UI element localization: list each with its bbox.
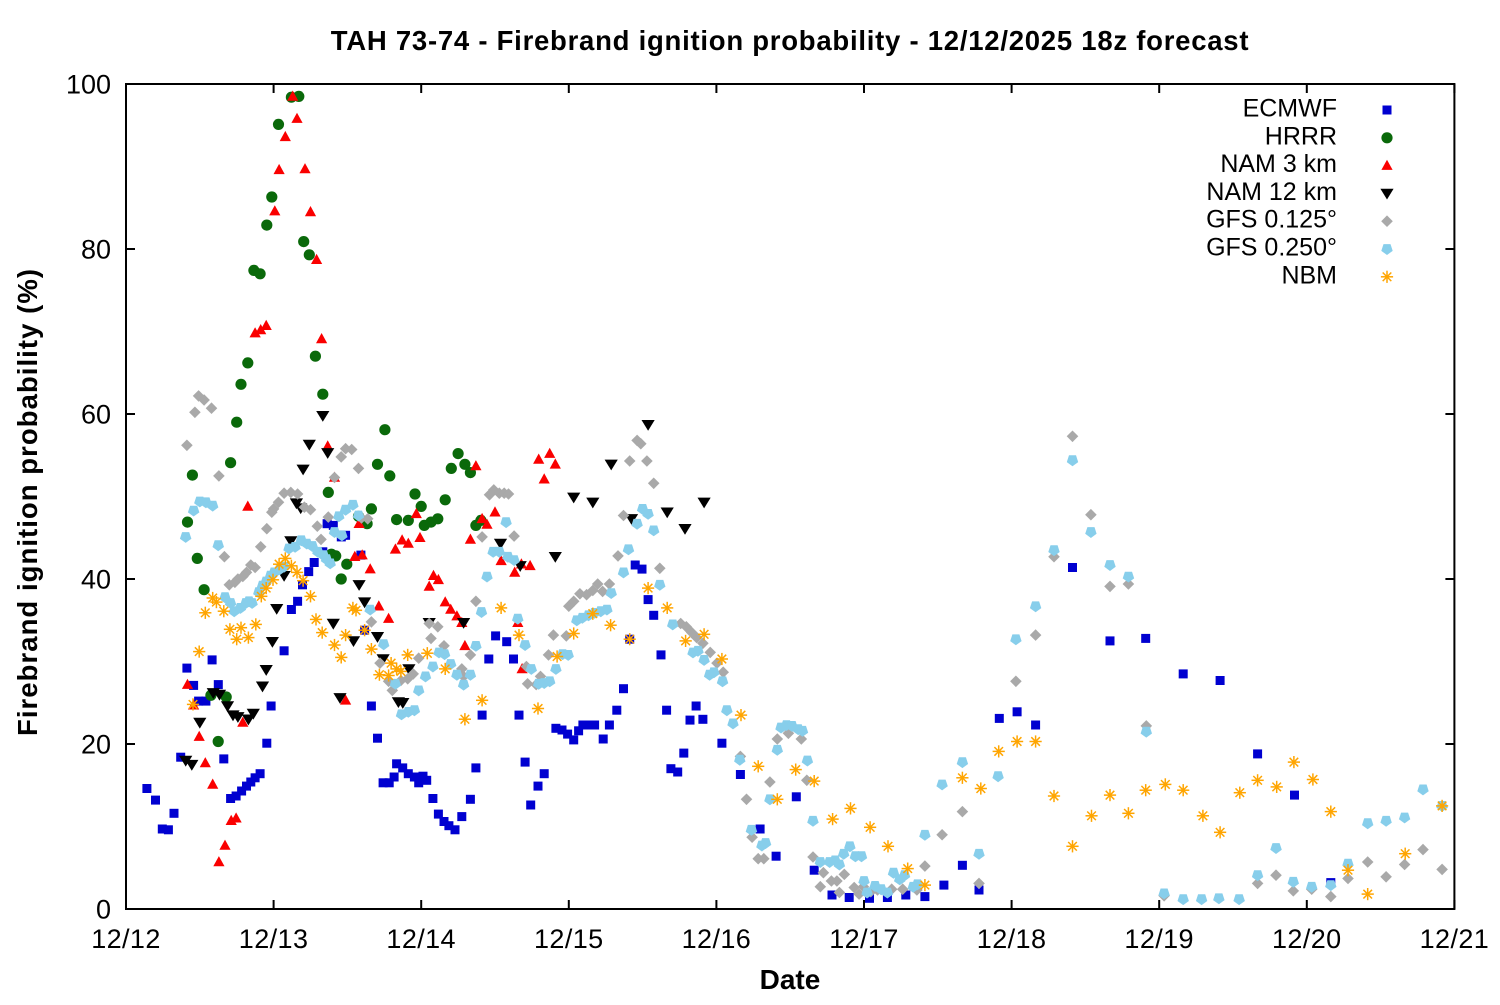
svg-text:TAH 73-74 - Firebrand ignition: TAH 73-74 - Firebrand ignition probabili… <box>331 25 1250 56</box>
svg-text:12/18: 12/18 <box>977 924 1047 954</box>
svg-text:Date: Date <box>760 964 821 995</box>
svg-text:0: 0 <box>96 894 111 924</box>
svg-text:40: 40 <box>81 564 111 594</box>
svg-text:NBM: NBM <box>1281 261 1337 289</box>
svg-text:HRRR: HRRR <box>1265 122 1337 150</box>
svg-text:12/16: 12/16 <box>682 924 752 954</box>
svg-text:12/13: 12/13 <box>239 924 309 954</box>
svg-text:100: 100 <box>66 69 111 99</box>
svg-text:20: 20 <box>81 729 111 759</box>
svg-text:12/19: 12/19 <box>1124 924 1194 954</box>
svg-text:12/14: 12/14 <box>386 924 456 954</box>
svg-text:12/17: 12/17 <box>829 924 899 954</box>
svg-text:12/21: 12/21 <box>1420 924 1490 954</box>
svg-text:NAM 12 km: NAM 12 km <box>1206 178 1337 206</box>
svg-text:ECMWF: ECMWF <box>1243 95 1337 123</box>
svg-text:12/15: 12/15 <box>534 924 604 954</box>
svg-text:Firebrand ignition probability: Firebrand ignition probability (%) <box>12 268 43 736</box>
svg-text:80: 80 <box>81 234 111 264</box>
svg-text:GFS 0.125°: GFS 0.125° <box>1206 206 1337 234</box>
svg-text:12/12: 12/12 <box>91 924 161 954</box>
svg-text:60: 60 <box>81 399 111 429</box>
svg-text:12/20: 12/20 <box>1272 924 1342 954</box>
svg-text:NAM 3 km: NAM 3 km <box>1220 150 1337 178</box>
svg-text:GFS 0.250°: GFS 0.250° <box>1206 234 1337 262</box>
